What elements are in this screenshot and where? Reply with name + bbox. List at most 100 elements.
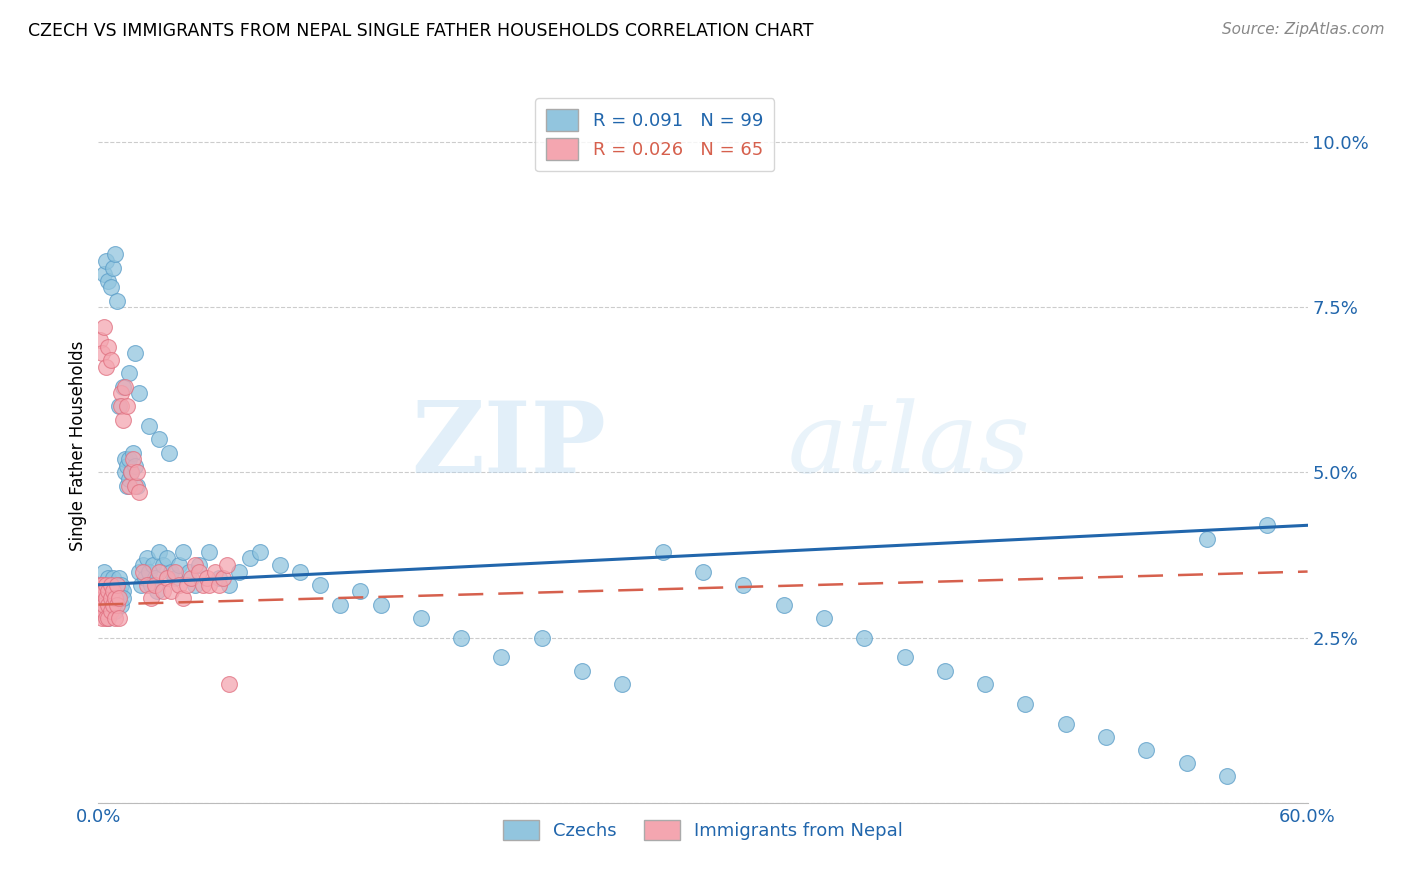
Point bbox=[97, 340, 120, 354]
Point bbox=[370, 598, 392, 612]
Point bbox=[105, 591, 128, 605]
Point bbox=[204, 565, 226, 579]
Point bbox=[135, 551, 157, 566]
Point bbox=[1216, 769, 1239, 783]
Point bbox=[120, 466, 142, 480]
Point bbox=[118, 367, 141, 381]
Text: atlas: atlas bbox=[787, 399, 1031, 493]
Point bbox=[176, 578, 198, 592]
Point bbox=[167, 578, 190, 592]
Point bbox=[142, 558, 165, 572]
Point bbox=[184, 558, 207, 572]
Point bbox=[198, 578, 221, 592]
Point bbox=[157, 445, 180, 459]
Point bbox=[135, 578, 157, 592]
Point bbox=[115, 478, 138, 492]
Point bbox=[288, 565, 311, 579]
Point bbox=[107, 611, 129, 625]
Point bbox=[103, 584, 125, 599]
Point bbox=[93, 598, 115, 612]
Point bbox=[91, 611, 114, 625]
Point bbox=[107, 400, 129, 414]
Point bbox=[530, 631, 553, 645]
Point bbox=[152, 584, 174, 599]
Point bbox=[138, 419, 160, 434]
Point bbox=[93, 598, 115, 612]
Point bbox=[97, 584, 120, 599]
Point bbox=[96, 591, 118, 605]
Point bbox=[152, 558, 174, 572]
Point bbox=[110, 386, 132, 401]
Point bbox=[212, 571, 235, 585]
Point bbox=[89, 598, 111, 612]
Point bbox=[100, 353, 122, 368]
Point bbox=[100, 280, 122, 294]
Point bbox=[409, 611, 432, 625]
Point bbox=[228, 565, 250, 579]
Point bbox=[107, 584, 129, 599]
Point bbox=[100, 591, 122, 605]
Point bbox=[198, 545, 221, 559]
Point bbox=[124, 458, 146, 473]
Point bbox=[1256, 518, 1278, 533]
Point bbox=[167, 558, 190, 572]
Point bbox=[91, 346, 114, 360]
Point bbox=[329, 598, 352, 612]
Point bbox=[1095, 730, 1118, 744]
Point bbox=[103, 591, 125, 605]
Point bbox=[218, 578, 240, 592]
Point bbox=[110, 598, 132, 612]
Point bbox=[1014, 697, 1036, 711]
Point bbox=[91, 578, 114, 592]
Point bbox=[115, 400, 138, 414]
Point bbox=[128, 565, 150, 579]
Point bbox=[188, 565, 211, 579]
Point bbox=[128, 386, 150, 401]
Point bbox=[114, 466, 136, 480]
Point bbox=[188, 558, 211, 572]
Point bbox=[93, 584, 115, 599]
Point bbox=[143, 578, 166, 592]
Point bbox=[91, 578, 114, 592]
Point bbox=[132, 558, 155, 572]
Point bbox=[100, 578, 122, 592]
Point bbox=[96, 584, 118, 599]
Point bbox=[179, 565, 201, 579]
Point bbox=[134, 571, 156, 585]
Point bbox=[97, 274, 120, 288]
Point bbox=[160, 584, 183, 599]
Point bbox=[1195, 532, 1218, 546]
Point bbox=[118, 452, 141, 467]
Legend: Czechs, Immigrants from Nepal: Czechs, Immigrants from Nepal bbox=[495, 813, 911, 847]
Point bbox=[692, 565, 714, 579]
Point bbox=[853, 631, 876, 645]
Point bbox=[103, 247, 125, 261]
Point bbox=[450, 631, 472, 645]
Point bbox=[96, 359, 118, 374]
Point bbox=[974, 677, 997, 691]
Point bbox=[733, 578, 755, 592]
Point bbox=[101, 571, 124, 585]
Point bbox=[125, 466, 148, 480]
Point bbox=[893, 650, 915, 665]
Point bbox=[96, 254, 118, 268]
Point bbox=[218, 677, 240, 691]
Point bbox=[180, 571, 202, 585]
Point bbox=[195, 571, 218, 585]
Point bbox=[934, 664, 956, 678]
Point bbox=[172, 545, 194, 559]
Point bbox=[91, 591, 114, 605]
Point bbox=[114, 379, 136, 393]
Point bbox=[172, 591, 194, 605]
Point bbox=[103, 611, 125, 625]
Point bbox=[163, 571, 186, 585]
Point bbox=[96, 578, 118, 592]
Point bbox=[772, 598, 794, 612]
Point bbox=[217, 558, 239, 572]
Point bbox=[1054, 716, 1077, 731]
Point bbox=[148, 565, 170, 579]
Point bbox=[107, 571, 129, 585]
Point bbox=[148, 545, 170, 559]
Point bbox=[110, 578, 132, 592]
Point bbox=[97, 598, 120, 612]
